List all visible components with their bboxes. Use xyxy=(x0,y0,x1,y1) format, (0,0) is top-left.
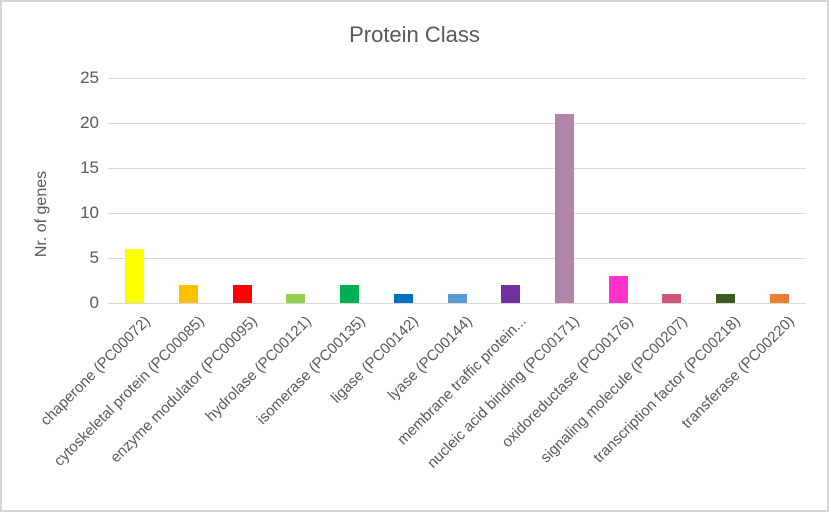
bar-transcription-factor-pc00218 xyxy=(715,294,735,303)
gridline xyxy=(108,123,806,124)
chart-title: Protein Class xyxy=(349,22,480,47)
y-tick-label: 20 xyxy=(80,113,99,132)
bar-isomerase-pc00135 xyxy=(340,285,360,303)
bar-nucleic-acid-binding-pc00171 xyxy=(554,114,574,303)
gridline xyxy=(108,258,806,259)
gridline xyxy=(108,213,806,214)
bar-cytoskeletal-protein-pc00085 xyxy=(179,285,199,303)
y-tick-label: 5 xyxy=(89,248,99,267)
gridline xyxy=(108,168,806,169)
bar-enzyme-modulator-pc00095 xyxy=(232,285,252,303)
bar-transferase-pc00220 xyxy=(769,294,789,303)
y-tick-label: 0 xyxy=(89,293,99,312)
bar-membrane-traffic-protein xyxy=(501,285,521,303)
bar-ligase-pc00142 xyxy=(393,294,413,303)
y-tick-label: 10 xyxy=(80,203,99,222)
bar-signaling-molecule-pc00207 xyxy=(662,294,682,303)
bar-chaperone-pc00072 xyxy=(125,249,145,303)
bar-lyase-pc00144 xyxy=(447,294,467,303)
y-tick-label: 25 xyxy=(80,68,99,87)
x-axis-line xyxy=(108,303,806,304)
y-tick-label: 15 xyxy=(80,158,99,177)
gridline xyxy=(108,78,806,79)
bar-oxidoreductase-pc00176 xyxy=(608,276,628,303)
bar-hydrolase-pc00121 xyxy=(286,294,306,303)
